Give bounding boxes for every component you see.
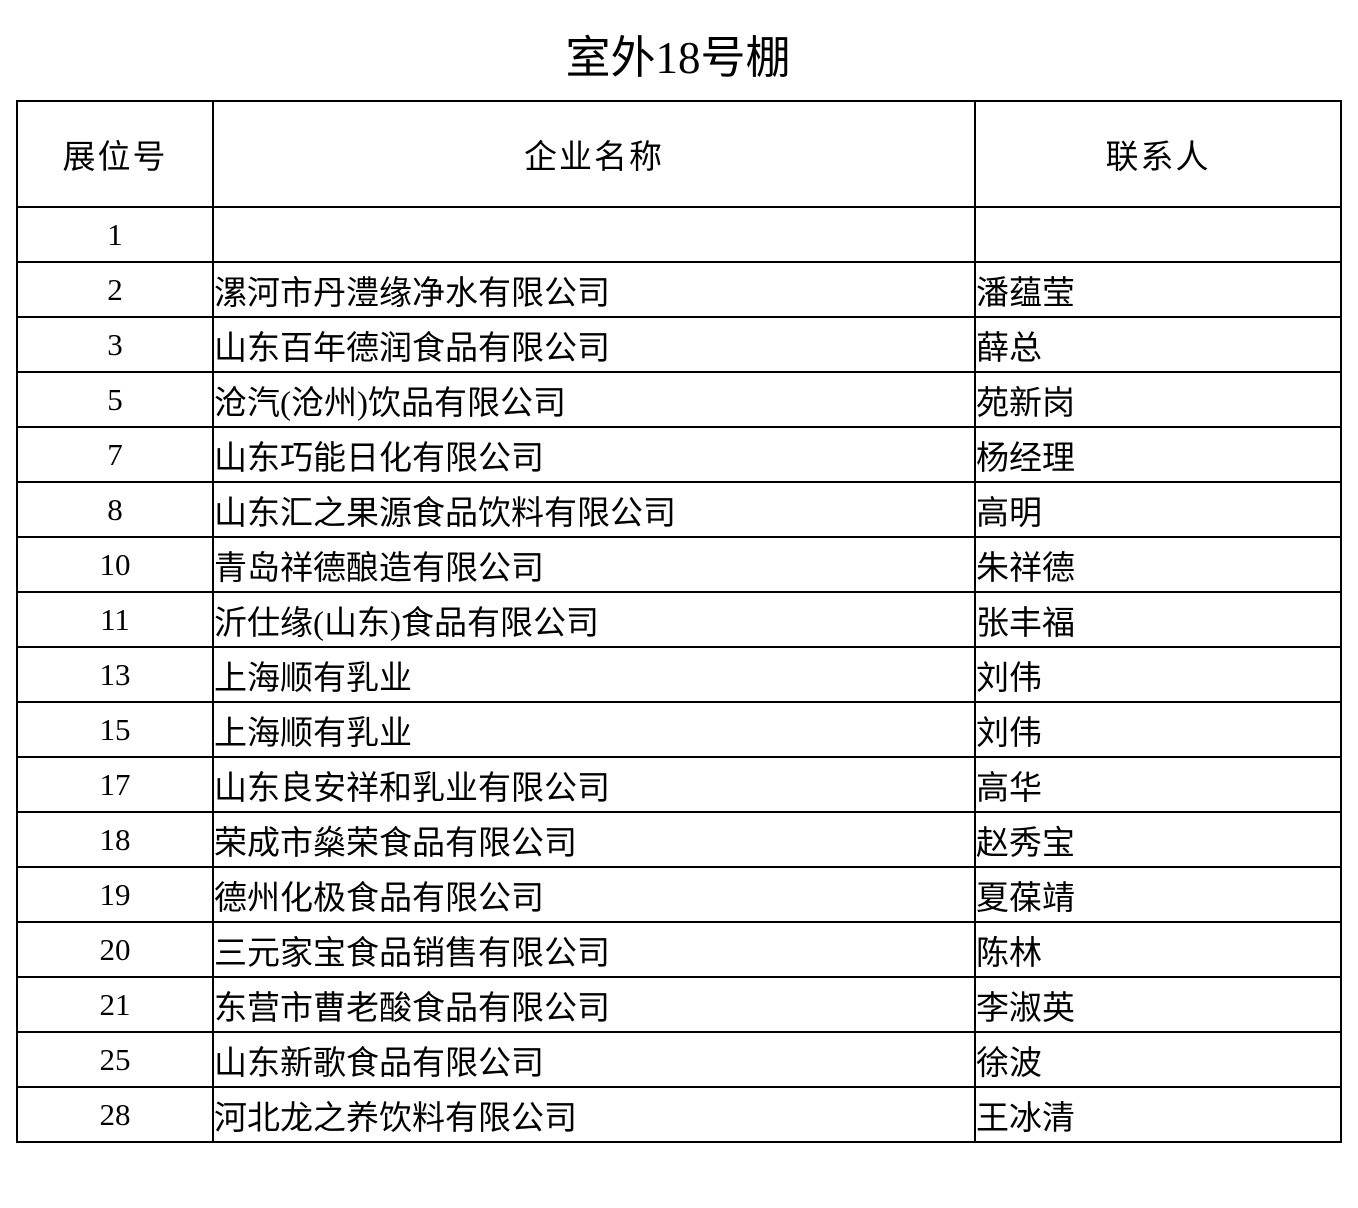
table-row: 8 山东汇之果源食品饮料有限公司 高明	[16, 481, 1342, 538]
table-row: 15 上海顺有乳业 刘伟	[16, 701, 1342, 758]
table-row: 28 河北龙之养饮料有限公司 王冰清	[16, 1086, 1342, 1143]
cell-company-name: 山东良安祥和乳业有限公司	[212, 756, 976, 813]
cell-company-name: 山东百年德润食品有限公司	[212, 316, 976, 373]
table-row: 21 东营市曹老酸食品有限公司 李淑英	[16, 976, 1342, 1033]
table-row: 25 山东新歌食品有限公司 徐波	[16, 1031, 1342, 1088]
table-row: 1	[16, 206, 1342, 263]
table-row: 20 三元家宝食品销售有限公司 陈林	[16, 921, 1342, 978]
table-row: 2 漯河市丹澧缘净水有限公司 潘蕴莹	[16, 261, 1342, 318]
cell-booth-no: 18	[16, 811, 214, 868]
table-row: 17 山东良安祥和乳业有限公司 高华	[16, 756, 1342, 813]
cell-booth-no: 10	[16, 536, 214, 593]
table-header-row: 展位号 企业名称 联系人	[16, 100, 1342, 208]
table-row: 7 山东巧能日化有限公司 杨经理	[16, 426, 1342, 483]
cell-booth-no: 2	[16, 261, 214, 318]
column-header-booth-no: 展位号	[16, 100, 214, 208]
table-row: 10 青岛祥德酿造有限公司 朱祥德	[16, 536, 1342, 593]
cell-booth-no: 20	[16, 921, 214, 978]
cell-contact: 朱祥德	[974, 536, 1342, 593]
cell-contact: 刘伟	[974, 701, 1342, 758]
cell-contact: 夏葆靖	[974, 866, 1342, 923]
cell-company-name: 上海顺有乳业	[212, 646, 976, 703]
cell-company-name: 山东巧能日化有限公司	[212, 426, 976, 483]
cell-contact: 张丰福	[974, 591, 1342, 648]
cell-contact	[974, 206, 1342, 263]
cell-company-name: 沂仕缘(山东)食品有限公司	[212, 591, 976, 648]
cell-company-name: 德州化极食品有限公司	[212, 866, 976, 923]
cell-contact: 薛总	[974, 316, 1342, 373]
page-title-text: 室外18号棚	[565, 32, 791, 83]
cell-booth-no: 25	[16, 1031, 214, 1088]
cell-company-name: 东营市曹老酸食品有限公司	[212, 976, 976, 1033]
cell-company-name: 三元家宝食品销售有限公司	[212, 921, 976, 978]
cell-booth-no: 11	[16, 591, 214, 648]
column-header-company-name: 企业名称	[212, 100, 976, 208]
cell-contact: 刘伟	[974, 646, 1342, 703]
table-row: 11 沂仕缘(山东)食品有限公司 张丰福	[16, 591, 1342, 648]
cell-company-name: 上海顺有乳业	[212, 701, 976, 758]
cell-contact: 赵秀宝	[974, 811, 1342, 868]
cell-contact: 苑新岗	[974, 371, 1342, 428]
cell-company-name: 荣成市燊荣食品有限公司	[212, 811, 976, 868]
cell-booth-no: 13	[16, 646, 214, 703]
cell-booth-no: 8	[16, 481, 214, 538]
table-body: 1 2 漯河市丹澧缘净水有限公司 潘蕴莹 3 山东百年德润食品有限公司 薛总 5 沧汽(沧州)饮…	[16, 206, 1342, 1143]
cell-booth-no: 28	[16, 1086, 214, 1143]
cell-company-name: 漯河市丹澧缘净水有限公司	[212, 261, 976, 318]
cell-contact: 徐波	[974, 1031, 1342, 1088]
page-title: 室外18号棚	[16, 16, 1340, 100]
cell-contact: 王冰清	[974, 1086, 1342, 1143]
cell-company-name: 沧汽(沧州)饮品有限公司	[212, 371, 976, 428]
cell-booth-no: 21	[16, 976, 214, 1033]
table-row: 5 沧汽(沧州)饮品有限公司 苑新岗	[16, 371, 1342, 428]
table-row: 18 荣成市燊荣食品有限公司 赵秀宝	[16, 811, 1342, 868]
cell-booth-no: 3	[16, 316, 214, 373]
booth-assignment-table: 展位号 企业名称 联系人 1 2 漯河市丹澧缘净水有限公司 潘蕴莹 3 山东百年德润食品有…	[16, 100, 1342, 1143]
cell-company-name: 青岛祥德酿造有限公司	[212, 536, 976, 593]
column-header-contact: 联系人	[974, 100, 1342, 208]
cell-booth-no: 17	[16, 756, 214, 813]
cell-company-name: 山东新歌食品有限公司	[212, 1031, 976, 1088]
cell-contact: 陈林	[974, 921, 1342, 978]
cell-contact: 高明	[974, 481, 1342, 538]
table-header: 展位号 企业名称 联系人	[16, 100, 1342, 208]
cell-company-name: 山东汇之果源食品饮料有限公司	[212, 481, 976, 538]
cell-contact: 李淑英	[974, 976, 1342, 1033]
cell-contact: 潘蕴莹	[974, 261, 1342, 318]
cell-booth-no: 1	[16, 206, 214, 263]
cell-booth-no: 5	[16, 371, 214, 428]
cell-booth-no: 7	[16, 426, 214, 483]
table-row: 3 山东百年德润食品有限公司 薛总	[16, 316, 1342, 373]
cell-contact: 杨经理	[974, 426, 1342, 483]
table-row: 13 上海顺有乳业 刘伟	[16, 646, 1342, 703]
cell-contact: 高华	[974, 756, 1342, 813]
table-row: 19 德州化极食品有限公司 夏葆靖	[16, 866, 1342, 923]
cell-booth-no: 19	[16, 866, 214, 923]
cell-booth-no: 15	[16, 701, 214, 758]
cell-company-name	[212, 206, 976, 263]
cell-company-name: 河北龙之养饮料有限公司	[212, 1086, 976, 1143]
